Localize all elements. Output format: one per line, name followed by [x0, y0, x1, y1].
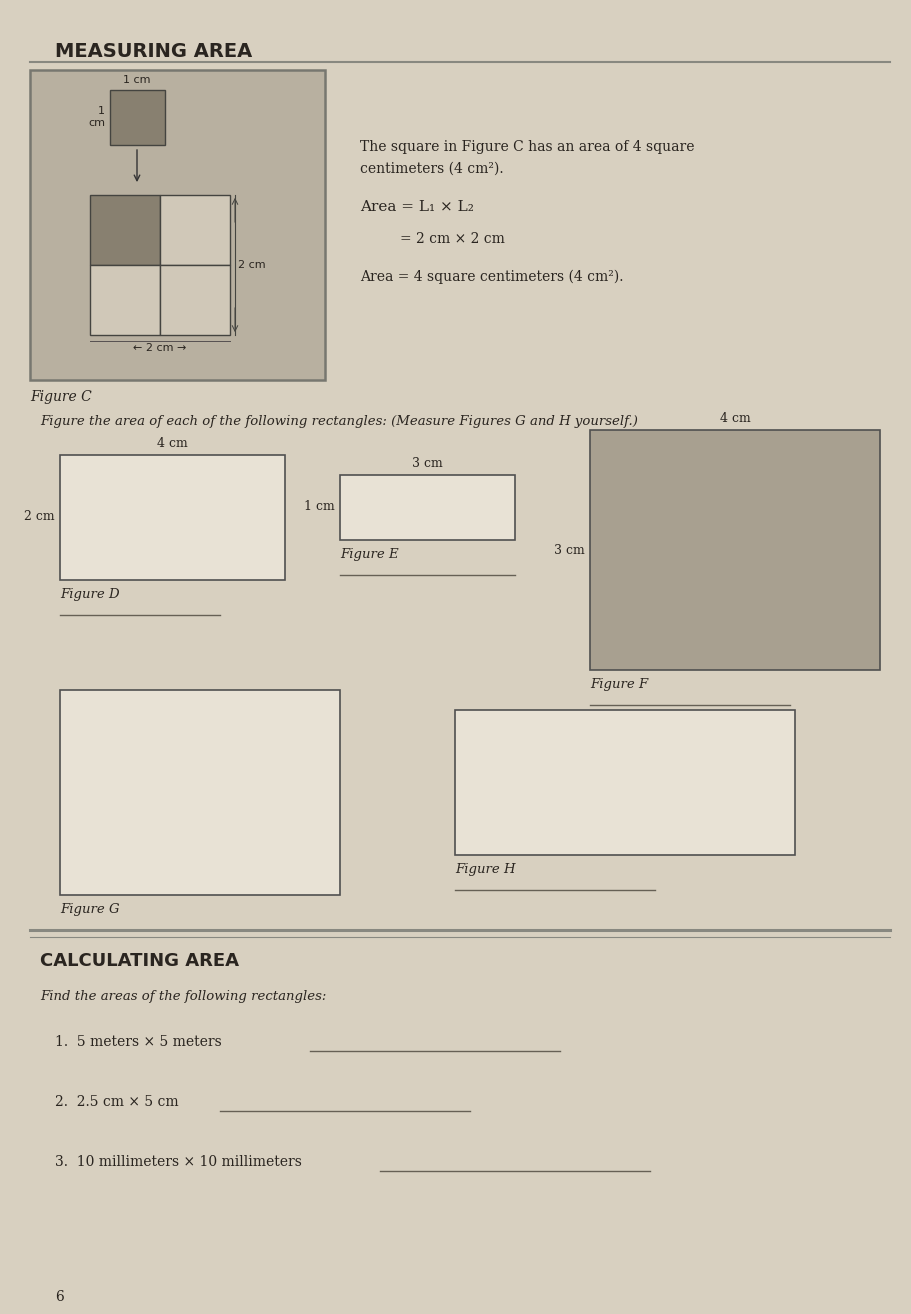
Bar [160, 265, 230, 335]
Text: 3.  10 millimeters × 10 millimeters: 3. 10 millimeters × 10 millimeters [55, 1155, 302, 1169]
Text: ← 2 cm →: ← 2 cm → [133, 343, 187, 353]
Text: 4 cm: 4 cm [157, 438, 188, 449]
Text: The square in Figure C has an area of 4 square: The square in Figure C has an area of 4 … [360, 141, 694, 154]
Text: centimeters (4 cm²).: centimeters (4 cm²). [360, 162, 504, 176]
Text: Find the areas of the following rectangles:: Find the areas of the following rectangl… [40, 989, 326, 1003]
Text: 4 cm: 4 cm [720, 413, 751, 424]
Text: Figure C: Figure C [30, 390, 92, 403]
Text: Figure G: Figure G [60, 903, 119, 916]
Text: 2 cm: 2 cm [238, 260, 266, 269]
Text: Figure the area of each of the following rectangles: (Measure Figures G and H yo: Figure the area of each of the following… [40, 415, 638, 428]
Bar [110, 89, 165, 145]
Text: 1 cm: 1 cm [304, 501, 335, 514]
Bar [30, 70, 325, 380]
Text: Figure H: Figure H [455, 863, 516, 876]
Bar [60, 690, 340, 895]
Text: Area = L₁ × L₂: Area = L₁ × L₂ [360, 200, 474, 214]
Text: 3 cm: 3 cm [554, 544, 585, 557]
Text: 1 cm: 1 cm [123, 75, 150, 85]
Text: Area = 4 square centimeters (4 cm²).: Area = 4 square centimeters (4 cm²). [360, 269, 623, 284]
Text: 1.  5 meters × 5 meters: 1. 5 meters × 5 meters [55, 1035, 221, 1049]
Text: 3 cm: 3 cm [412, 457, 443, 470]
Text: 6: 6 [55, 1290, 64, 1303]
Text: 1
cm: 1 cm [88, 106, 105, 127]
Bar [90, 265, 160, 335]
Text: 2 cm: 2 cm [25, 511, 55, 523]
Text: Figure D: Figure D [60, 587, 119, 600]
Text: Figure F: Figure F [590, 678, 649, 691]
Bar [60, 455, 285, 579]
Bar [590, 430, 880, 670]
Bar [90, 194, 160, 265]
Bar [340, 474, 515, 540]
Bar [160, 194, 230, 265]
Text: 2.  2.5 cm × 5 cm: 2. 2.5 cm × 5 cm [55, 1095, 179, 1109]
Bar [455, 710, 795, 855]
Text: CALCULATING AREA: CALCULATING AREA [40, 953, 239, 970]
Text: MEASURING AREA: MEASURING AREA [55, 42, 252, 60]
Text: Figure E: Figure E [340, 548, 399, 561]
Text: = 2 cm × 2 cm: = 2 cm × 2 cm [400, 233, 505, 246]
